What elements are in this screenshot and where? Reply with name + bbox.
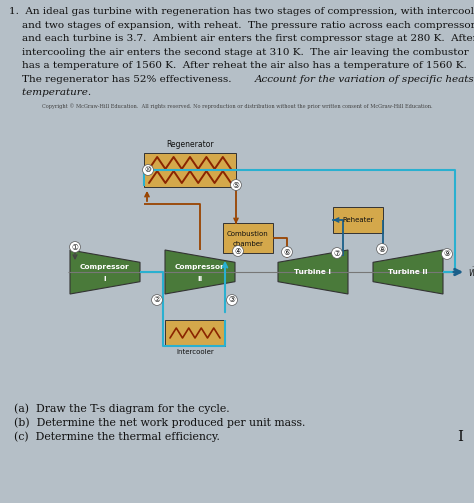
FancyBboxPatch shape [333, 207, 383, 233]
Text: Compressor: Compressor [175, 264, 225, 270]
Text: Regenerator: Regenerator [166, 140, 214, 149]
Text: ⑥: ⑥ [283, 247, 291, 257]
FancyBboxPatch shape [223, 223, 273, 253]
Text: has a temperature of 1560 K.  After reheat the air also has a temperature of 156: has a temperature of 1560 K. After rehea… [9, 61, 467, 70]
Text: Compressor: Compressor [80, 264, 130, 270]
Text: chamber: chamber [233, 241, 264, 247]
Text: temperature.: temperature. [9, 88, 91, 97]
Text: (a)  Draw the T-s diagram for the cycle.: (a) Draw the T-s diagram for the cycle. [14, 403, 229, 413]
Text: ②: ② [154, 295, 160, 304]
Text: and each turbine is 3.7.  Ambient air enters the first compressor stage at 280 K: and each turbine is 3.7. Ambient air ent… [9, 34, 474, 43]
Text: Account for the variation of specific heats with: Account for the variation of specific he… [255, 74, 474, 83]
Text: ⑩: ⑩ [145, 165, 151, 175]
Text: intercooling the air enters the second stage at 310 K.  The air leaving the comb: intercooling the air enters the second s… [9, 47, 469, 56]
FancyBboxPatch shape [144, 153, 236, 187]
Text: Combustion: Combustion [227, 231, 269, 237]
Text: (b)  Determine the net work produced per unit mass.: (b) Determine the net work produced per … [14, 417, 305, 428]
Text: (c)  Determine the thermal efficiency.: (c) Determine the thermal efficiency. [14, 431, 220, 442]
Text: ⑨: ⑨ [444, 249, 450, 259]
Text: I: I [457, 430, 463, 444]
Polygon shape [70, 250, 140, 294]
FancyBboxPatch shape [165, 320, 225, 346]
Text: ⑤: ⑤ [233, 181, 239, 190]
Text: 1.  An ideal gas turbine with regeneration has two stages of compression, with i: 1. An ideal gas turbine with regeneratio… [9, 7, 474, 16]
Text: ①: ① [72, 242, 78, 252]
Text: ③: ③ [228, 295, 236, 304]
Polygon shape [373, 250, 443, 294]
Polygon shape [165, 250, 235, 294]
Text: $\dot{W}_{net}$: $\dot{W}_{net}$ [468, 266, 474, 281]
Text: I: I [104, 276, 106, 282]
Text: Intercooler: Intercooler [176, 349, 214, 355]
Text: Turbine I: Turbine I [294, 269, 331, 275]
Text: Reheater: Reheater [342, 217, 374, 223]
Text: ⑦: ⑦ [334, 248, 340, 258]
Text: ④: ④ [235, 246, 241, 256]
Polygon shape [278, 250, 348, 294]
Text: Copyright © McGraw-Hill Education.  All rights reserved. No reproduction or dist: Copyright © McGraw-Hill Education. All r… [42, 104, 432, 109]
Text: and two stages of expansion, with reheat.  The pressure ratio across each compre: and two stages of expansion, with reheat… [9, 21, 474, 30]
Text: II: II [197, 276, 202, 282]
Text: Turbine II: Turbine II [388, 269, 428, 275]
Text: The regenerator has 52% effectiveness.: The regenerator has 52% effectiveness. [9, 74, 238, 83]
Text: ⑧: ⑧ [379, 244, 385, 254]
